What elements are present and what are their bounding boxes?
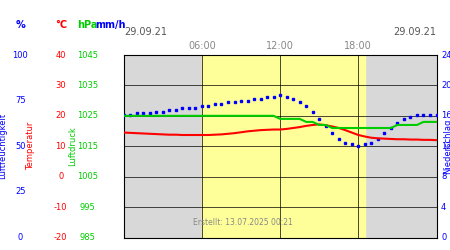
Text: 29.09.21: 29.09.21 (393, 28, 436, 38)
Text: 1025: 1025 (77, 111, 98, 120)
Text: %: % (15, 20, 25, 30)
Text: 30: 30 (55, 81, 66, 90)
Text: 75: 75 (15, 96, 26, 105)
Text: 995: 995 (80, 202, 95, 211)
Text: Luftfeuchtigkeit: Luftfeuchtigkeit (0, 113, 7, 179)
Text: 0: 0 (58, 172, 63, 181)
Text: 8: 8 (441, 172, 446, 181)
Text: 1005: 1005 (77, 172, 98, 181)
Text: 1015: 1015 (77, 142, 98, 151)
Text: Niederschlag: Niederschlag (443, 118, 450, 174)
Text: 29.09.21: 29.09.21 (124, 28, 167, 38)
Text: 0: 0 (18, 233, 23, 242)
Text: -10: -10 (54, 202, 68, 211)
Text: Luftdruck: Luftdruck (68, 126, 77, 166)
Text: 20: 20 (55, 111, 66, 120)
Text: 100: 100 (13, 50, 28, 59)
Text: mm/h: mm/h (95, 20, 126, 30)
Text: 0: 0 (441, 233, 446, 242)
Text: 20: 20 (441, 81, 450, 90)
Text: 4: 4 (441, 202, 446, 211)
Text: -20: -20 (54, 233, 68, 242)
Text: hPa: hPa (77, 20, 98, 30)
Text: 10: 10 (55, 142, 66, 151)
Text: °C: °C (55, 20, 67, 30)
Text: 50: 50 (15, 142, 26, 151)
Bar (202, 55, 365, 238)
Text: 40: 40 (55, 50, 66, 59)
Text: 25: 25 (15, 188, 26, 196)
Text: 06:00: 06:00 (188, 41, 216, 51)
Text: Temperatur: Temperatur (26, 122, 35, 170)
Text: 12:00: 12:00 (266, 41, 294, 51)
Text: 24: 24 (441, 50, 450, 59)
Text: Erstellt: 13.07.2025 00:21: Erstellt: 13.07.2025 00:21 (193, 218, 292, 226)
Text: 1035: 1035 (77, 81, 98, 90)
Text: 12: 12 (441, 142, 450, 151)
Text: 18:00: 18:00 (344, 41, 372, 51)
Text: 1045: 1045 (77, 50, 98, 59)
Text: 16: 16 (441, 111, 450, 120)
Text: 985: 985 (80, 233, 96, 242)
